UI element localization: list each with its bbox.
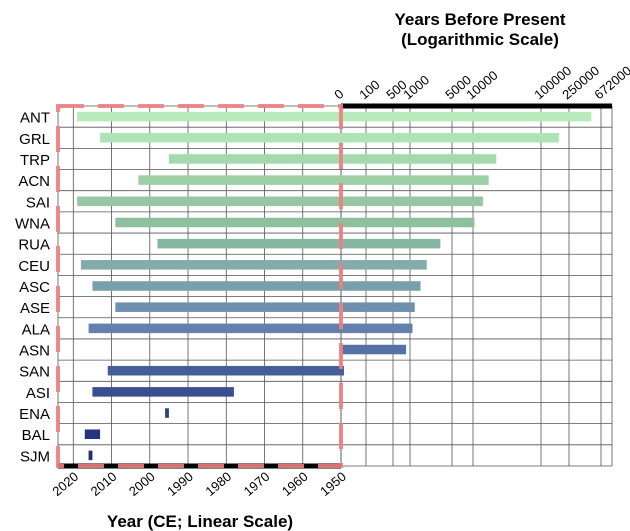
bar-grl	[100, 133, 559, 143]
bar-ant	[77, 111, 592, 122]
bottom-axis-title: Year (CE; Linear Scale)	[107, 512, 293, 531]
y-label-ena: ENA	[19, 406, 50, 423]
y-label-wna: WNA	[15, 215, 50, 232]
y-label-san: SAN	[19, 364, 50, 381]
bottom-tick-label: 2000	[126, 469, 158, 499]
bottom-tick-label: 1980	[202, 469, 234, 499]
frame	[56, 103, 612, 469]
top-tick-label: 0	[331, 86, 346, 102]
bar-asi	[92, 387, 234, 397]
bar-sjm	[88, 450, 93, 461]
bar-ena	[165, 408, 169, 418]
y-label-asi: ASI	[26, 385, 50, 402]
y-label-acn: ACN	[18, 173, 50, 190]
bars	[77, 111, 592, 461]
y-label-ant: ANT	[20, 110, 50, 127]
bar-asc	[92, 281, 421, 291]
bar-rua	[157, 238, 441, 249]
bar-trp	[168, 154, 497, 164]
y-axis-labels: ANT GRL TRP ACN SAI WNA RUA CEU ASC ASE ALA ASN SAN A…	[15, 110, 50, 466]
bar-sai	[77, 196, 483, 207]
bar-ceu	[80, 260, 427, 270]
y-label-ala: ALA	[22, 321, 50, 338]
bottom-tick-label: 1970	[241, 469, 273, 499]
y-label-asn: ASN	[19, 343, 50, 360]
y-label-grl: GRL	[19, 131, 50, 148]
bar-ase	[115, 302, 415, 312]
y-label-sai: SAI	[26, 194, 50, 211]
bar-san	[107, 365, 344, 376]
highlight-box	[56, 104, 343, 468]
y-label-asc: ASC	[19, 279, 50, 296]
bottom-tick-label: 2010	[88, 469, 120, 499]
bar-ala	[88, 323, 413, 334]
y-label-trp: TRP	[20, 152, 50, 169]
bottom-tick-label: 2020	[49, 469, 81, 499]
top-axis-title-line1: Years Before Present	[394, 10, 566, 29]
y-label-ase: ASE	[20, 300, 50, 317]
y-label-bal: BAL	[22, 427, 50, 444]
bottom-tick-label: 1990	[164, 469, 196, 499]
top-axis-title-line2: (Logarithmic Scale)	[401, 30, 559, 49]
top-axis-title: Years Before Present (Logarithmic Scale)	[340, 10, 620, 50]
y-label-rua: RUA	[18, 237, 50, 254]
bar-asn	[341, 344, 407, 355]
bottom-tick-label: 1950	[317, 469, 349, 499]
top-tick-label: 10000	[463, 68, 500, 103]
bar-wna	[115, 217, 475, 228]
top-tick-label: 1000	[400, 72, 432, 102]
bar-bal	[84, 429, 101, 439]
bottom-axis-ticks: 2020 2010 2000 1990 1980 1970 1960 1950	[49, 469, 348, 499]
bottom-tick-label: 1960	[279, 469, 311, 499]
bar-acn	[138, 175, 489, 185]
y-label-sjm: SJM	[20, 448, 50, 465]
top-tick-label: 100	[356, 77, 382, 102]
y-label-ceu: CEU	[18, 258, 50, 275]
